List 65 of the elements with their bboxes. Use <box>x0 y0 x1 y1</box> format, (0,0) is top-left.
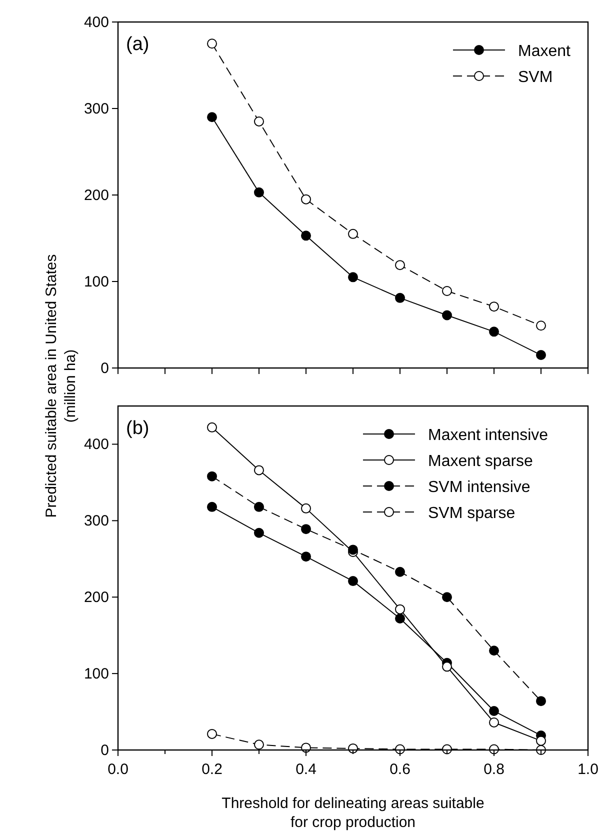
point <box>489 717 499 728</box>
point <box>536 736 546 746</box>
legend-label: Maxent sparse <box>428 453 534 470</box>
legend-label: Maxent intensive <box>428 427 548 444</box>
point <box>395 260 405 270</box>
point <box>536 320 546 331</box>
y-tick-label: 200 <box>84 187 109 204</box>
x-tick-label: 1.0 <box>578 761 598 778</box>
point <box>348 544 358 555</box>
y-tick-label: 100 <box>84 666 109 683</box>
point <box>301 230 311 241</box>
point <box>536 350 546 360</box>
point <box>254 187 264 198</box>
point <box>395 292 405 303</box>
point <box>348 576 358 586</box>
point <box>207 112 217 122</box>
y-tick-label: 300 <box>84 100 109 118</box>
y-tick-label: 100 <box>84 274 109 290</box>
legend-label: Maxent <box>518 43 572 60</box>
point <box>254 465 264 476</box>
x-tick-label: 0.6 <box>390 761 410 778</box>
point <box>254 528 264 538</box>
point <box>301 194 311 204</box>
x-tick-label: 0.2 <box>202 761 222 778</box>
point <box>489 302 499 312</box>
point <box>207 422 217 432</box>
point <box>395 614 405 624</box>
point <box>442 592 452 602</box>
point <box>489 646 499 656</box>
point <box>254 116 264 126</box>
legend-label: SVM <box>518 69 553 86</box>
point <box>207 471 217 482</box>
y-tick-label: 300 <box>84 512 109 530</box>
point <box>348 228 358 239</box>
point <box>254 502 264 512</box>
y-tick-label: 200 <box>84 589 109 606</box>
x-tick-label: 0.8 <box>484 761 504 778</box>
point <box>301 503 311 514</box>
point <box>442 310 452 320</box>
legend-label: SVM intensive <box>428 479 530 496</box>
x-tick-label: 0.4 <box>296 761 316 778</box>
annotation: (a) <box>126 34 150 55</box>
point <box>395 566 405 577</box>
annotation: (b) <box>126 418 150 439</box>
point <box>395 604 405 614</box>
y-tick-label: 400 <box>84 14 109 31</box>
point <box>442 286 452 296</box>
y-axis-title: Predicted suitable area in United States (million ha) <box>43 254 79 518</box>
y-tick-label: 400 <box>84 436 109 454</box>
x-tick-label: 0.0 <box>108 761 128 778</box>
point <box>207 38 217 49</box>
point <box>348 272 358 282</box>
point <box>536 696 546 706</box>
point <box>254 740 264 750</box>
point <box>301 552 311 562</box>
y-tick-label: 0 <box>100 742 109 759</box>
point <box>489 706 499 716</box>
point <box>207 728 217 739</box>
point <box>301 524 311 534</box>
y-tick-label: 0 <box>100 360 109 377</box>
point <box>489 326 499 337</box>
x-axis-title: Threshold for delineating areas suitable for crop production <box>222 795 484 831</box>
point <box>442 662 452 672</box>
legend-label: SVM sparse <box>428 505 516 522</box>
point <box>207 502 217 512</box>
